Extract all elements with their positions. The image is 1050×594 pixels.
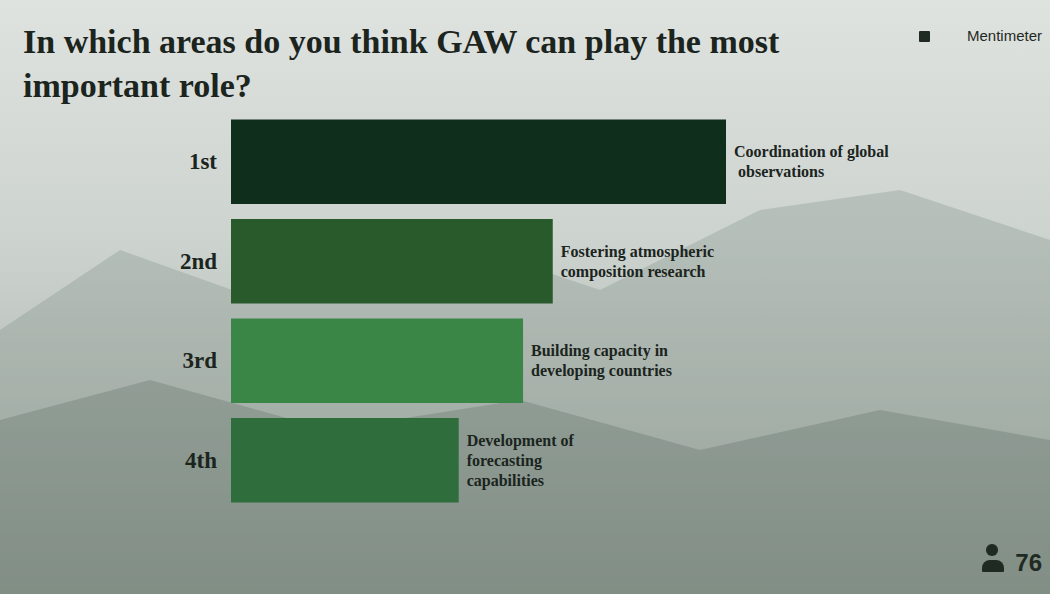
svg-text:important role?: important role? — [23, 67, 252, 104]
svg-text:4th: 4th — [185, 448, 217, 473]
svg-text:observations: observations — [734, 163, 824, 180]
svg-text:developing countries: developing countries — [531, 362, 672, 380]
svg-text:76: 76 — [1015, 549, 1042, 576]
svg-text:2nd: 2nd — [180, 249, 217, 274]
svg-text:Coordination of global: Coordination of global — [734, 143, 889, 161]
svg-text:In which areas do you think GA: In which areas do you think GAW can play… — [23, 23, 788, 60]
svg-text:3rd: 3rd — [183, 348, 218, 373]
svg-text:Development of: Development of — [467, 432, 578, 450]
svg-text:capabilities: capabilities — [467, 472, 544, 490]
svg-text:composition research: composition research — [561, 263, 706, 281]
svg-text:1st: 1st — [189, 149, 217, 174]
svg-text:Mentimeter: Mentimeter — [967, 27, 1042, 44]
svg-text:forecasting: forecasting — [467, 452, 546, 470]
svg-text:Building capacity in: Building capacity in — [531, 342, 672, 360]
svg-text:Fostering atmospheric: Fostering atmospheric — [561, 243, 718, 261]
